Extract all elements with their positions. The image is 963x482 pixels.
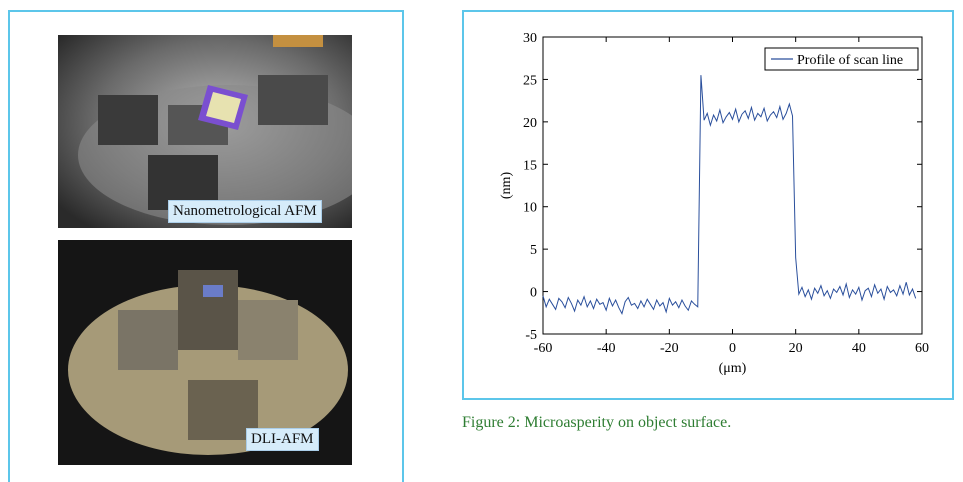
x-tick-label: -60	[534, 341, 553, 356]
y-tick-label: 0	[530, 286, 537, 301]
caption: Figure 2: Microasperity on object surfac…	[462, 414, 732, 431]
photo-afm	[58, 35, 352, 228]
legend-label: Profile of scan line	[797, 53, 903, 68]
x-tick-label: -40	[597, 341, 616, 356]
x-axis-label: (μm)	[719, 361, 747, 376]
y-axis-label: (nm)	[499, 172, 514, 200]
y-tick-label: 5	[530, 243, 537, 258]
legend-box	[764, 47, 919, 71]
x-tick-label: 20	[789, 341, 803, 356]
y-tick-label: 30	[523, 31, 537, 46]
x-tick-label: 40	[852, 341, 866, 356]
data-line	[542, 75, 917, 315]
left-panel	[8, 10, 404, 482]
plot-frame	[542, 36, 923, 335]
chart-frame	[462, 10, 954, 400]
y-tick-label: 15	[523, 158, 537, 173]
y-tick-label: 20	[523, 116, 537, 131]
x-tick-label: 0	[729, 341, 736, 356]
photo-dli-afm	[58, 240, 352, 465]
y-tick-label: 10	[523, 201, 537, 216]
chart: -5 0 5 10 15 20 25 30 -60 -40 -20 0 20 40 60 (μm) (nm) Pr…	[499, 31, 929, 376]
photo-label: DLI-AFM	[246, 428, 319, 451]
y-tick-label: 25	[523, 73, 537, 88]
y-tick-label: -5	[525, 328, 537, 343]
x-tick-label: 60	[915, 341, 929, 356]
photo-label: Nanometrological AFM	[168, 200, 322, 223]
x-tick-label: -20	[660, 341, 679, 356]
